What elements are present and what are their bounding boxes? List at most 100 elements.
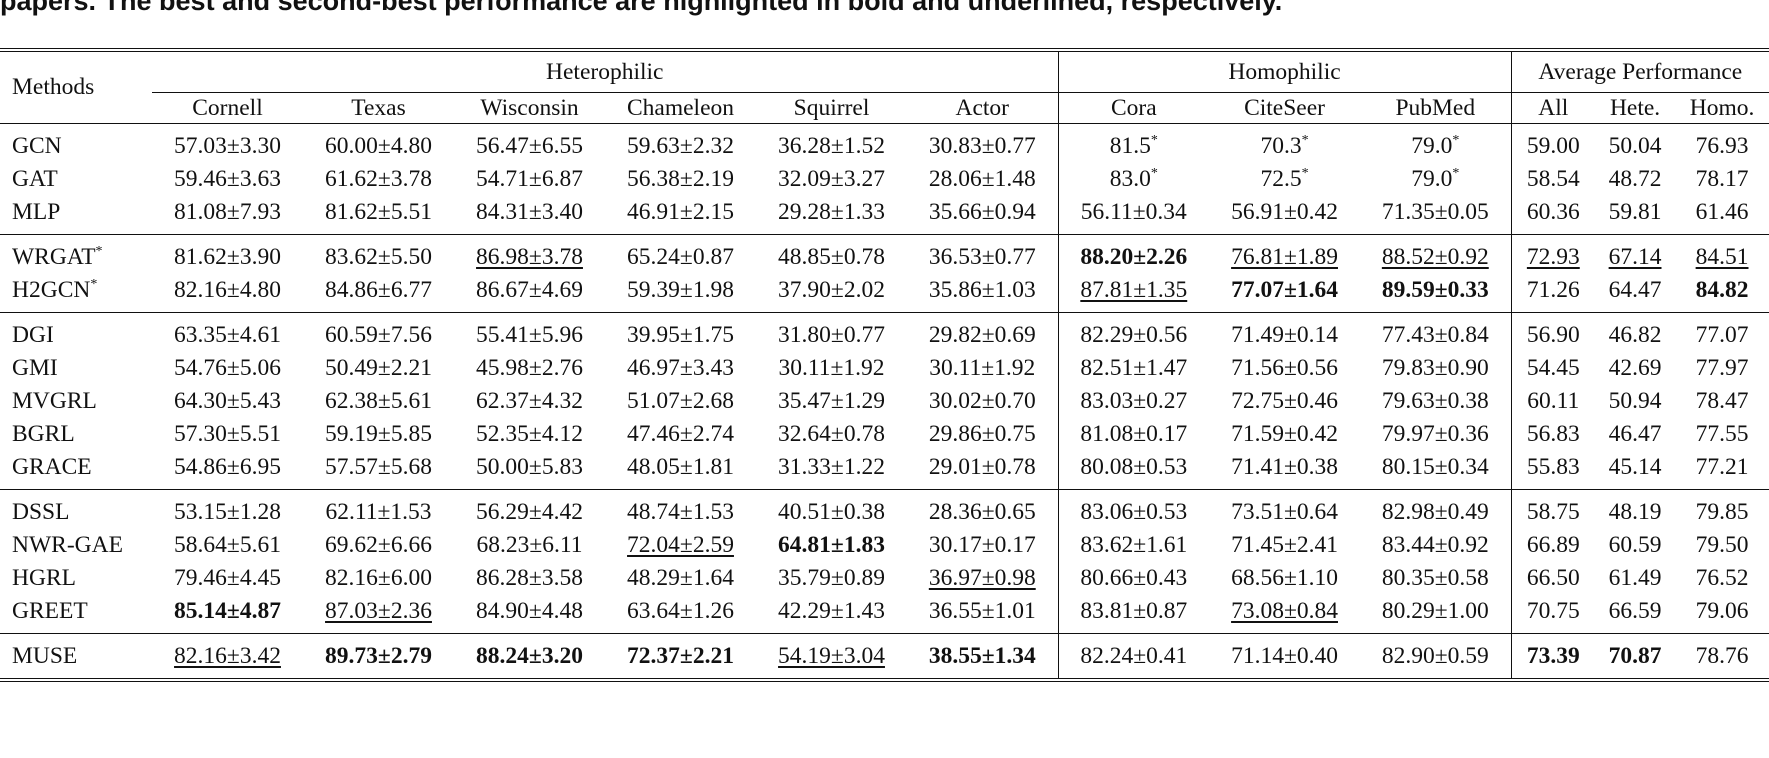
value-cell: 59.81 [1595,196,1675,235]
value-cell: 68.56±1.10 [1209,562,1360,595]
group-header: Average Performance [1510,50,1769,93]
value-cell: 54.45 [1510,352,1596,385]
cell-text: 61.49 [1608,565,1662,591]
value-cell: 65.24±0.87 [605,235,756,275]
value-cell: 54.76±5.06 [152,352,303,385]
value-cell: 72.37±2.21 [605,634,756,681]
value-cell: 83.0* [1057,163,1210,196]
cell-text: 81.08±7.93 [174,199,281,225]
cell-text: 48.85±0.78 [778,244,885,270]
method-cell: GREET [0,595,152,634]
cell-text: 78.17 [1695,166,1749,192]
cell-text: 61.46 [1695,199,1749,225]
value-cell: 55.83 [1510,451,1596,490]
cell-text: 84.31±3.40 [476,199,583,225]
value-cell: 59.19±5.85 [303,418,454,451]
cell-text: 48.29±1.64 [627,565,734,591]
cell-text: 62.37±4.32 [476,388,583,414]
value-cell: 29.86±0.75 [907,418,1058,451]
cell-text: 30.83±0.77 [928,133,1036,159]
cell-text: 55.41±5.96 [476,322,583,348]
method-cell: MVGRL [0,385,152,418]
cell-text: 79.63±0.38 [1381,388,1489,414]
cell-text: 55.83 [1526,454,1580,480]
cell-text: 86.98±3.78 [476,244,583,270]
value-cell: 54.86±6.95 [152,451,303,490]
value-cell: 56.11±0.34 [1057,196,1210,235]
cell-text: 64.81±1.83 [778,532,885,558]
value-cell: 50.49±2.21 [303,352,454,385]
cell-text: DSSL [12,499,70,525]
value-cell: 77.07 [1675,313,1769,353]
caption: papers. The best and second-best perform… [0,0,1769,22]
footnote-mark: * [1150,133,1158,149]
column-header: Actor [955,94,1010,121]
value-cell: 71.35±0.05 [1360,196,1511,235]
value-cell: 83.62±1.61 [1057,529,1210,562]
method-cell: HGRL [0,562,152,595]
value-cell: 54.71±6.87 [454,163,605,196]
cell-text: 46.47 [1608,421,1662,447]
cell-text: 46.97±3.43 [627,355,734,381]
cell-text: 73.08±0.84 [1231,598,1338,624]
caption-text: papers. The best and second-best perform… [0,0,1283,16]
column-header: Squirrel [793,94,870,121]
cell-text: 80.66±0.43 [1080,565,1188,591]
value-cell: 59.39±1.98 [605,274,756,313]
cell-text: 42.29±1.43 [778,598,885,624]
cell-text: 82.16±4.80 [174,277,281,303]
value-cell: 31.33±1.22 [756,451,907,490]
column-header: Chameleon [626,94,735,121]
value-cell: 72.04±2.59 [605,529,756,562]
cell-text: 77.07 [1695,322,1749,348]
table-row: MVGRL 64.30±5.43 62.38±5.61 62.37±4.32 51.07… [0,385,1769,418]
cell-text: 36.55±1.01 [928,598,1036,624]
value-cell: 84.90±4.48 [454,595,605,634]
footnote-mark: * [1452,166,1460,182]
cell-text: 70.75 [1526,598,1580,624]
cell-text: 78.76 [1695,643,1749,669]
value-cell: 61.62±3.78 [303,163,454,196]
cell-text: 86.28±3.58 [476,565,583,591]
cell-text: 89.73±2.79 [325,643,432,669]
cell-text: 79.85 [1695,499,1749,525]
value-cell: 48.29±1.64 [605,562,756,595]
cell-text: 38.55±1.34 [928,643,1036,669]
value-cell: 45.14 [1595,451,1675,490]
cell-text: 42.69 [1608,355,1662,381]
value-cell: 86.67±4.69 [454,274,605,313]
cell-text: 47.46±2.74 [627,421,734,447]
cell-text: 45.98±2.76 [476,355,583,381]
cell-text: 29.01±0.78 [928,454,1036,480]
value-cell: 70.75 [1510,595,1596,634]
value-cell: 57.03±3.30 [152,124,303,164]
value-cell: 82.98±0.49 [1360,490,1511,530]
value-cell: 35.47±1.29 [756,385,907,418]
value-cell: 82.16±3.42 [152,634,303,681]
cell-text: 59.63±2.32 [627,133,734,159]
value-cell: 30.02±0.70 [907,385,1058,418]
value-cell: 85.14±4.87 [152,595,303,634]
value-cell: 62.37±4.32 [454,385,605,418]
value-cell: 56.38±2.19 [605,163,756,196]
cell-text: 48.74±1.53 [627,499,734,525]
cell-text: 50.00±5.83 [476,454,583,480]
cell-text: 80.35±0.58 [1381,565,1489,591]
cell-text: 48.72 [1608,166,1662,192]
cell-text: 81.62±5.51 [325,199,432,225]
value-cell: 30.83±0.77 [907,124,1058,164]
value-cell: 71.26 [1510,274,1596,313]
cell-text: 82.16±6.00 [325,565,432,591]
cell-text: 64.30±5.43 [174,388,281,414]
cell-text: 72.37±2.21 [627,643,734,669]
cell-text: 35.86±1.03 [928,277,1036,303]
value-cell: 83.06±0.53 [1057,489,1210,529]
value-cell: 61.49 [1595,562,1675,595]
cell-text: 28.06±1.48 [928,166,1036,192]
cell-text: 83.06±0.53 [1080,499,1188,525]
cell-text: 76.93 [1695,133,1749,159]
cell-text: 82.51±1.47 [1080,355,1188,381]
table-row: MLP 81.08±7.93 81.62±5.51 84.31±3.40 46.91±2… [0,196,1769,235]
cell-text: 77.43±0.84 [1381,322,1489,348]
value-cell: 55.41±5.96 [454,313,605,353]
